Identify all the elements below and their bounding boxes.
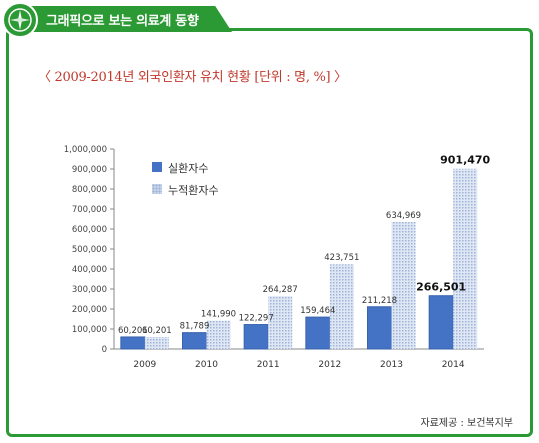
y-tick-label: 100,000 <box>72 325 107 335</box>
bar-series1 <box>243 324 269 350</box>
data-label: 634,969 <box>386 211 421 221</box>
bar-series1 <box>428 295 454 350</box>
legend-label-series2: 누적환자수 <box>168 184 219 197</box>
chart-title: 〈 2009-2014년 외국인환자 유치 현황 [단위 : 명, %] 〉 <box>38 70 347 85</box>
bar-series2 <box>144 336 169 349</box>
x-tick-label: 2012 <box>318 360 341 370</box>
y-tick-label: 900,000 <box>72 165 107 175</box>
data-label: 122,297 <box>239 314 274 324</box>
x-tick-label: 2013 <box>380 360 403 370</box>
y-tick-label: 600,000 <box>72 225 107 235</box>
data-label: 141,990 <box>201 310 236 320</box>
y-tick-label: 0 <box>102 345 107 355</box>
x-tick-label: 2014 <box>442 360 465 370</box>
header-title: 그래픽으로 보는 의료계 동향 <box>46 14 199 29</box>
header-tab: 그래픽으로 보는 의료계 동향 <box>0 0 250 38</box>
x-tick-label: 2009 <box>133 360 156 370</box>
data-label: 901,470 <box>440 154 490 167</box>
data-label: 264,287 <box>263 285 298 295</box>
legend-label-series1: 실환자수 <box>168 162 209 175</box>
data-label: 60,201 <box>142 326 172 336</box>
y-tick-label: 300,000 <box>72 285 107 295</box>
header-background <box>22 6 232 32</box>
data-label: 266,501 <box>416 281 466 294</box>
y-tick-label: 400,000 <box>72 265 107 275</box>
bar-series2 <box>206 320 231 349</box>
bar-series2 <box>453 168 478 349</box>
data-label: 60,201 <box>118 326 148 336</box>
bar-series1 <box>305 316 331 350</box>
bar-series2 <box>268 296 293 349</box>
y-tick-label: 1,000,000 <box>64 145 107 155</box>
legend-swatch-series2 <box>152 184 162 194</box>
y-tick-label: 700,000 <box>72 205 107 215</box>
chart-frame <box>6 28 533 437</box>
y-tick-label: 200,000 <box>72 305 107 315</box>
x-tick-label: 2010 <box>195 360 218 370</box>
bar-series1 <box>182 332 207 350</box>
legend-swatch-series1 <box>152 162 162 172</box>
bar-series1 <box>120 336 146 350</box>
data-label: 423,751 <box>324 253 359 263</box>
bar-series2 <box>391 222 416 349</box>
bar-series2 <box>329 264 354 349</box>
compass-icon <box>2 2 38 38</box>
x-tick-label: 2011 <box>257 360 280 370</box>
y-tick-label: 800,000 <box>72 185 107 195</box>
data-label: 211,218 <box>362 296 397 306</box>
bar-series1 <box>367 306 392 350</box>
source-note: 자료제공 : 보건복지부 <box>420 418 513 429</box>
data-label: 81,789 <box>180 322 210 332</box>
data-label: 159,464 <box>300 306 335 316</box>
y-tick-label: 500,000 <box>72 245 107 255</box>
